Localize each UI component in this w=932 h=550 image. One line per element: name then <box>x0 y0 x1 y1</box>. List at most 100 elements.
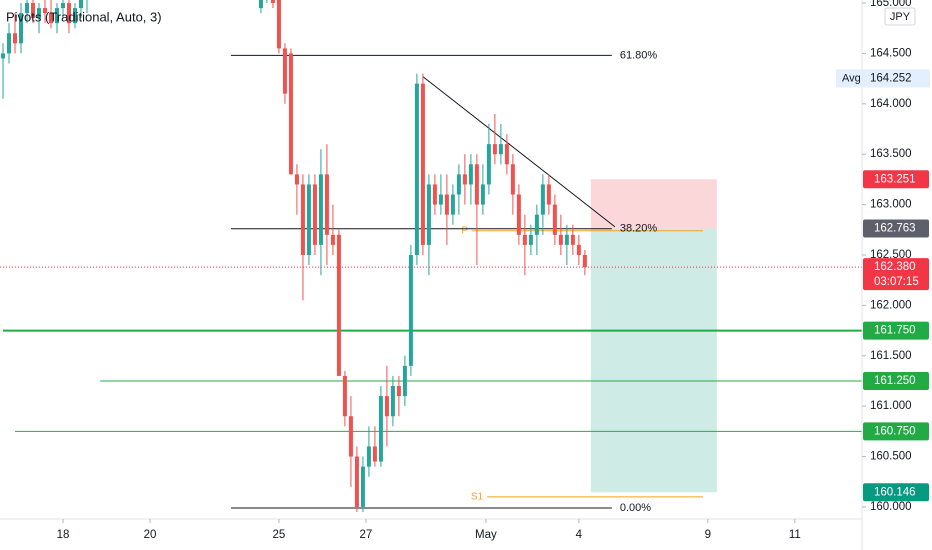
currency-box[interactable] <box>884 7 916 26</box>
indicator-title: Pivots (Traditional, Auto, 3) <box>6 9 162 24</box>
candle-body <box>510 164 515 195</box>
fib-label: 38.20% <box>620 223 658 235</box>
candle-body <box>384 396 389 417</box>
candle-body <box>336 234 341 376</box>
candle-body <box>60 3 65 9</box>
price-label: 162.380 <box>874 261 916 273</box>
candle-body <box>558 234 563 245</box>
candle-body <box>282 48 287 94</box>
y-tick-label: 161.000 <box>870 400 912 412</box>
price-label-box <box>863 422 929 441</box>
candle-body <box>450 194 455 215</box>
candle-body <box>444 194 449 215</box>
candle-body <box>36 8 41 19</box>
candle-body <box>18 13 23 44</box>
candle-body <box>300 184 305 255</box>
candle-body <box>330 234 335 245</box>
candle-body <box>12 33 17 44</box>
candle-body <box>270 0 275 4</box>
price-label-box <box>863 219 929 238</box>
countdown: 03:07:15 <box>874 276 919 288</box>
target-zone <box>590 228 717 493</box>
candle-body <box>504 144 509 165</box>
avg-value: 164.252 <box>870 72 912 84</box>
candle-body <box>318 174 323 245</box>
candle-body <box>276 0 281 49</box>
candle-body <box>522 234 527 245</box>
price-label: 163.251 <box>874 173 916 185</box>
candle-body <box>72 8 77 24</box>
candle-body <box>78 0 83 9</box>
candle-body <box>552 204 557 235</box>
candle-body <box>390 386 395 417</box>
candle-body <box>402 365 407 397</box>
price-label-box <box>863 258 929 291</box>
pivot-mark-label: P <box>461 225 468 236</box>
candle-body <box>582 254 587 268</box>
candle-body <box>342 375 347 417</box>
candle-body <box>516 194 521 235</box>
y-tick-label: 164.500 <box>870 47 912 59</box>
x-tick-label: 20 <box>144 529 157 541</box>
x-tick-label: 18 <box>57 529 70 541</box>
x-tick-label: 11 <box>789 529 801 541</box>
y-tick-label: 162.000 <box>870 299 912 311</box>
currency[interactable]: JPY <box>890 11 911 23</box>
candle-body <box>576 244 581 255</box>
price-label-box <box>863 170 929 189</box>
candle-body <box>54 8 59 24</box>
price-label: 160.146 <box>874 486 916 498</box>
candle-body <box>480 184 485 205</box>
candle-body <box>414 83 419 255</box>
candle-body <box>456 174 461 195</box>
y-tick-label: 160.500 <box>870 451 912 463</box>
x-tick-label: May <box>475 529 497 541</box>
price-label: 161.750 <box>874 325 916 337</box>
candle-body <box>294 174 299 185</box>
candle-body <box>288 53 293 175</box>
candle-body <box>366 446 371 467</box>
price-label-box <box>863 371 929 390</box>
candle-body <box>570 234 575 245</box>
candle-body <box>564 234 569 245</box>
candle-body <box>24 3 29 14</box>
candle-body <box>420 83 425 245</box>
candle-body <box>360 466 365 507</box>
candle-body <box>372 446 377 462</box>
x-tick-label: 4 <box>576 529 583 541</box>
candle-body <box>408 254 413 366</box>
y-tick-label: 164.000 <box>870 98 912 110</box>
y-tick-label: 165.000 <box>870 0 912 9</box>
candle-body <box>486 144 491 185</box>
candle-body <box>432 184 437 205</box>
candle-body <box>6 33 11 54</box>
candle-body <box>348 416 353 457</box>
candle-body <box>534 214 539 235</box>
candle-body <box>378 396 383 462</box>
candle-body <box>312 184 317 245</box>
candle-body <box>474 164 479 205</box>
price-label: 162.763 <box>874 223 916 235</box>
trendline <box>422 76 616 228</box>
candle-body <box>48 13 53 24</box>
price-label-box <box>863 321 929 340</box>
candle-body <box>546 184 551 205</box>
price-label-box <box>863 483 929 502</box>
x-tick-label: 25 <box>273 529 286 541</box>
y-tick-label: 161.500 <box>870 350 912 362</box>
candle-body <box>498 144 503 155</box>
candle-body <box>426 184 431 245</box>
fib-label: 61.80% <box>620 49 658 61</box>
candle-body <box>528 234 533 245</box>
candle-body <box>324 174 329 235</box>
candle-body <box>30 3 35 19</box>
x-tick-label: 27 <box>360 529 373 541</box>
avg-label: Avg <box>842 72 861 84</box>
candle-body <box>462 174 467 185</box>
candle-body <box>492 144 497 155</box>
avg-box <box>836 69 930 88</box>
candle-body <box>354 456 359 507</box>
y-tick-label: 163.000 <box>870 199 912 211</box>
candle-body <box>396 386 401 397</box>
